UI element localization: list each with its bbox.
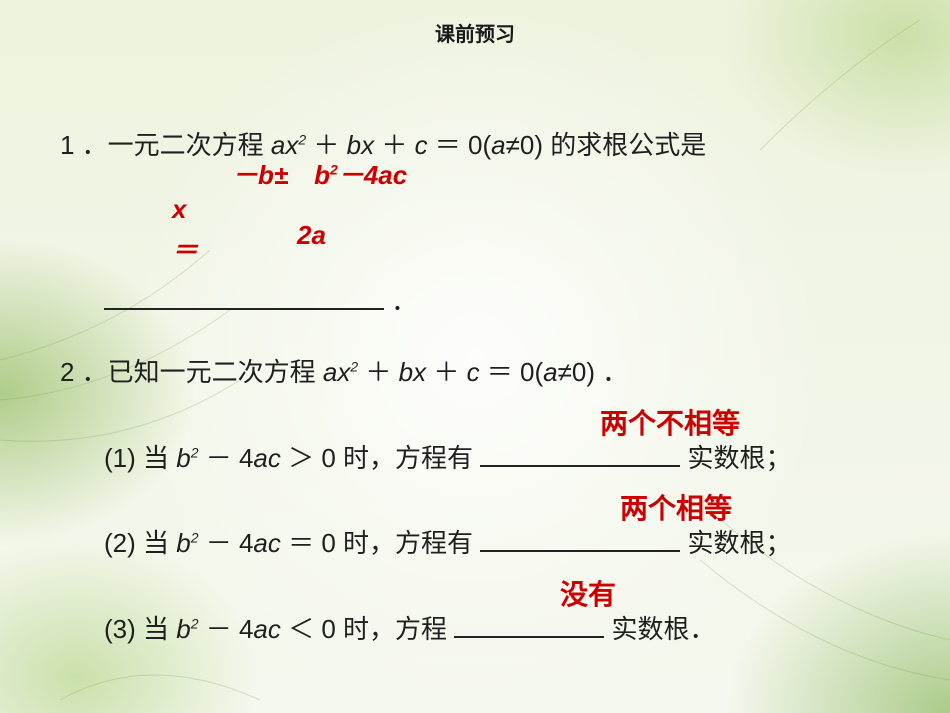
q2-b-2: b xyxy=(176,528,190,558)
q1-ne: ≠0) 的求根公式是 xyxy=(506,130,707,160)
q2-cmp-1: ＞ 0 时，方程有 xyxy=(281,443,480,473)
formula-numerator: －b± b2－4ac xyxy=(232,155,407,197)
q2-plus1: ＋ xyxy=(358,357,398,387)
q2-answer-3: 没有 xyxy=(560,573,616,618)
q2-answer-1: 两个不相等 xyxy=(600,402,740,447)
q2-suffix-2: 实数根； xyxy=(680,528,791,558)
q2-label-3: (3) 当 xyxy=(104,614,176,644)
formula-num-rest: －4ac xyxy=(338,160,407,190)
formula-num-sup: 2 xyxy=(330,161,338,177)
q2-bsup-1: 2 xyxy=(191,444,199,460)
q2-c: c xyxy=(467,357,480,387)
q2-label-1: (1) 当 xyxy=(104,443,176,473)
formula-num-pre: －b± xyxy=(232,160,314,190)
q2-label-2: (2) 当 xyxy=(104,528,176,558)
q2-item-2: 两个相等(2) 当 b2 － 4ac ＝ 0 时，方程有 实数根； xyxy=(60,523,890,565)
q2-eq0: ＝ 0( xyxy=(480,357,544,387)
q2-answer-2: 两个相等 xyxy=(620,487,732,532)
question-2-intro: 2 ．已知一元二次方程 ax2 ＋ bx ＋ c ＝ 0(a≠0) ． xyxy=(60,352,890,394)
q1-a: a xyxy=(491,130,505,160)
q2-b-1: b xyxy=(176,443,190,473)
q2-ax: ax xyxy=(323,357,350,387)
q2-plus2: ＋ xyxy=(426,357,466,387)
formula-xeq: x＝ xyxy=(172,189,198,272)
q2-m4-3: － 4 xyxy=(199,614,254,644)
q2-bsup-2: 2 xyxy=(191,530,199,546)
q2-item-3: 没有(3) 当 b2 － 4ac ＜ 0 时，方程 实数根． xyxy=(60,609,890,651)
question-2-items: 两个不相等(1) 当 b2 － 4ac ＞ 0 时，方程有 实数根；两个相等(2… xyxy=(60,438,890,651)
q2-ne: ≠0) ． xyxy=(558,357,629,387)
q2-line-2: (2) 当 b2 － 4ac ＝ 0 时，方程有 实数根； xyxy=(104,528,791,558)
q2-item-1: 两个不相等(1) 当 b2 － 4ac ＞ 0 时，方程有 实数根； xyxy=(60,438,890,480)
q2-a: a xyxy=(543,357,557,387)
q1-period: ． xyxy=(384,286,417,316)
q1-c: c xyxy=(415,130,428,160)
q1-blank-row: ． xyxy=(60,281,890,323)
q1-blank xyxy=(104,281,384,310)
question-1: 1 ．一元二次方程 ax2 ＋ bx ＋ c ＝ 0(a≠0) 的求根公式是 x… xyxy=(60,125,890,322)
formula-denominator: 2a xyxy=(297,215,326,257)
q2-suffix-3: 实数根． xyxy=(604,614,715,644)
q2-bsup-3: 2 xyxy=(191,615,199,631)
q2-line-1: (1) 当 b2 － 4ac ＞ 0 时，方程有 实数根； xyxy=(104,443,791,473)
q1-eq0: ＝ 0( xyxy=(428,130,492,160)
q2-ac-3: ac xyxy=(253,614,280,644)
q2-suffix-1: 实数根； xyxy=(680,443,791,473)
q2-cmp-3: ＜ 0 时，方程 xyxy=(281,614,454,644)
q2-line-3: (3) 当 b2 － 4ac ＜ 0 时，方程 实数根． xyxy=(104,614,715,644)
q2-bx: bx xyxy=(399,357,426,387)
q1-formula: x＝ －b± b2－4ac 2a xyxy=(60,161,890,281)
page-title: 课前预习 xyxy=(60,18,890,47)
q2-ac-1: ac xyxy=(253,443,280,473)
q2-cmp-2: ＝ 0 时，方程有 xyxy=(281,528,480,558)
q2-ac-2: ac xyxy=(253,528,280,558)
q2-b-3: b xyxy=(176,614,190,644)
q2-prefix: 2 ．已知一元二次方程 xyxy=(60,357,323,387)
q2-m4-1: － 4 xyxy=(199,443,254,473)
formula-num-b: b xyxy=(314,160,330,190)
slide-content: 课前预习 1 ．一元二次方程 ax2 ＋ bx ＋ c ＝ 0(a≠0) 的求根… xyxy=(0,0,950,713)
q2-m4-2: － 4 xyxy=(199,528,254,558)
